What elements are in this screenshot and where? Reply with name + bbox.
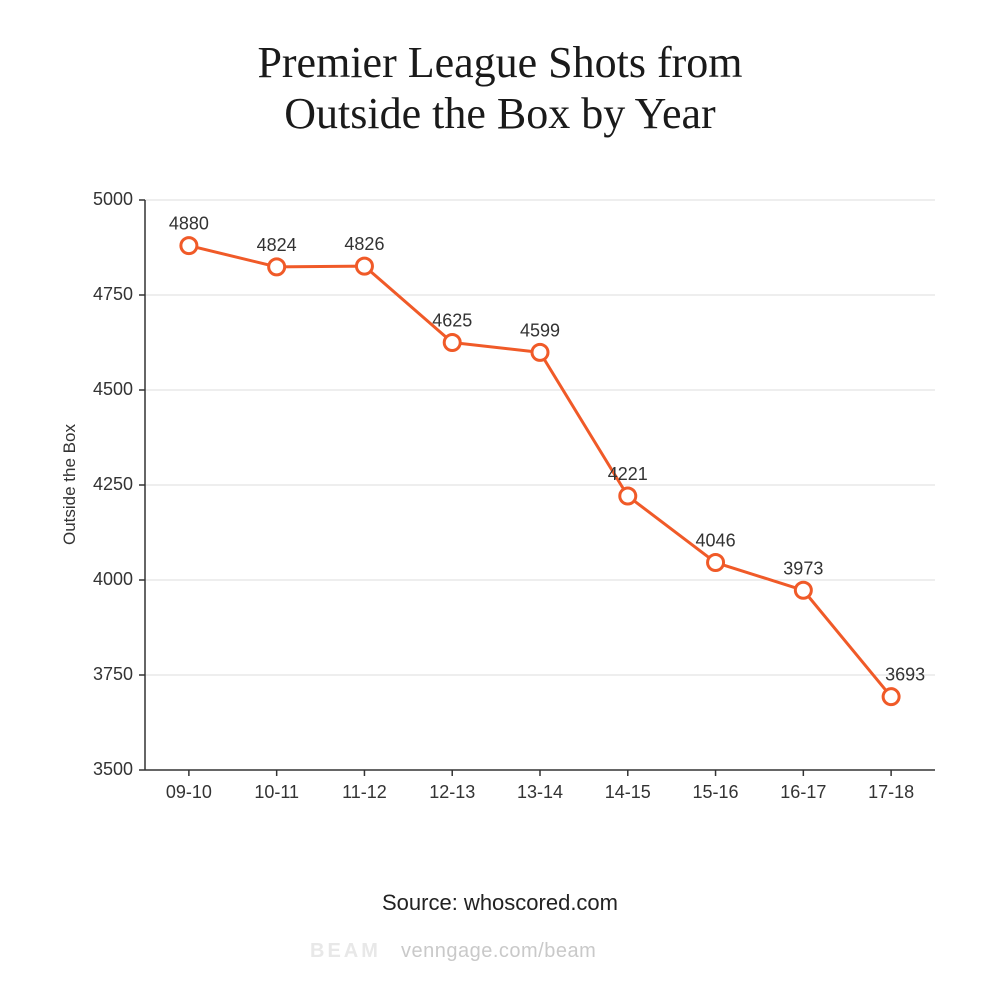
y-tick-label: 4250	[93, 474, 133, 494]
data-marker	[620, 488, 636, 504]
source-text: Source: whoscored.com	[0, 890, 1000, 916]
data-line	[189, 246, 891, 697]
x-tick-label: 17-18	[868, 782, 914, 802]
data-label: 3973	[783, 558, 823, 578]
data-marker	[708, 555, 724, 571]
data-marker	[532, 344, 548, 360]
data-label: 4221	[608, 464, 648, 484]
chart-container: Premier League Shots from Outside the Bo…	[0, 0, 1000, 1000]
data-label: 4826	[344, 234, 384, 254]
data-label: 3693	[885, 665, 925, 685]
x-tick-label: 12-13	[429, 782, 475, 802]
y-tick-label: 4500	[93, 379, 133, 399]
data-label: 4880	[169, 214, 209, 234]
y-tick-label: 3500	[93, 759, 133, 779]
data-marker	[181, 238, 197, 254]
y-tick-label: 3750	[93, 664, 133, 684]
y-tick-label: 4000	[93, 569, 133, 589]
data-marker	[883, 689, 899, 705]
x-tick-label: 09-10	[166, 782, 212, 802]
x-tick-label: 10-11	[254, 782, 299, 802]
data-marker	[269, 259, 285, 275]
x-tick-label: 13-14	[517, 782, 563, 802]
footer-attribution: BEAM venngage.com/beam	[310, 940, 596, 963]
data-label: 4599	[520, 320, 560, 340]
x-tick-label: 16-17	[780, 782, 826, 802]
data-marker	[356, 258, 372, 274]
beam-logo: BEAM	[310, 940, 381, 962]
y-tick-label: 4750	[93, 284, 133, 304]
x-tick-label: 11-12	[342, 782, 387, 802]
data-label: 4824	[257, 235, 297, 255]
data-label: 4625	[432, 311, 472, 331]
y-tick-label: 5000	[93, 189, 133, 209]
data-marker	[795, 582, 811, 598]
data-label: 4046	[696, 531, 736, 551]
x-tick-label: 15-16	[693, 782, 739, 802]
data-marker	[444, 335, 460, 351]
attribution-url: venngage.com/beam	[401, 940, 596, 962]
line-chart: 3500 3750 4000 4250 4500 4750 5000 09-10 10-11 11…	[0, 0, 1000, 1000]
x-tick-label: 14-15	[605, 782, 651, 802]
